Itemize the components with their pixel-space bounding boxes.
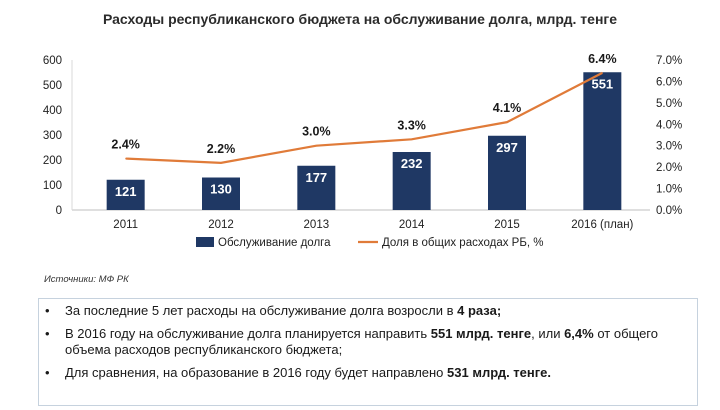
legend-label-share: Доля в общих расходах РБ, % <box>382 237 544 249</box>
summary-text: В 2016 году на обслуживание долга планир… <box>65 326 687 358</box>
line-value-label: 3.3% <box>397 118 426 132</box>
emphasis-text: 551 млрд. тенге <box>431 326 531 341</box>
y-right-tick-label: 4.0% <box>656 119 682 131</box>
emphasis-text: 531 млрд. тенге. <box>447 365 551 380</box>
summary-box: • За последние 5 лет расходы на обслужива… <box>38 298 698 406</box>
line-point <box>602 72 603 73</box>
summary-bullet-item: • Для сравнения, на образование в 2016 го… <box>45 365 687 381</box>
line-point <box>507 122 508 123</box>
y-left-tick-label: 100 <box>43 180 62 192</box>
bar-value-label: 551 <box>591 76 613 91</box>
y-left-tick-label: 600 <box>43 55 62 67</box>
y-right-tick-label: 2.0% <box>656 162 682 174</box>
bar <box>583 72 621 210</box>
bar-value-label: 130 <box>210 182 232 197</box>
bar-value-label: 232 <box>401 156 423 171</box>
summary-text: За последние 5 лет расходы на обслуживан… <box>65 303 687 319</box>
emphasis-text: 4 раза; <box>457 303 501 318</box>
summary-text: Для сравнения, на образование в 2016 год… <box>65 365 687 381</box>
emphasis-text: 6,4% <box>564 326 594 341</box>
x-tick-label: 2014 <box>399 219 425 231</box>
y-left-tick-label: 0 <box>56 205 62 217</box>
y-left-tick-label: 500 <box>43 80 62 92</box>
y-right-tick-label: 7.0% <box>656 55 682 67</box>
plain-text: Для сравнения, на образование в 2016 год… <box>65 365 447 380</box>
summary-bullet-item: • В 2016 году на обслуживание долга плани… <box>45 326 687 358</box>
line-point <box>411 139 412 140</box>
x-tick-label: 2015 <box>494 219 520 231</box>
line-value-label: 2.4% <box>111 138 140 152</box>
bar-value-label: 121 <box>115 184 137 199</box>
x-tick-label: 2012 <box>208 219 234 231</box>
line-series-share <box>126 73 603 163</box>
plain-text: В 2016 году на обслуживание долга планир… <box>65 326 431 341</box>
line-value-label: 6.4% <box>588 52 617 66</box>
y-right-tick-label: 5.0% <box>656 98 682 110</box>
line-point <box>316 145 317 146</box>
summary-bullet-item: • За последние 5 лет расходы на обслужива… <box>45 303 687 319</box>
bullet-marker: • <box>45 365 65 381</box>
bar-value-label: 297 <box>496 140 518 155</box>
bullet-marker: • <box>45 303 65 319</box>
x-tick-label: 2011 <box>113 219 138 231</box>
line-point <box>125 158 126 159</box>
combo-chart: 0 100 200 300 400 500 600 0.0% 1.0% 2.0% 3.0% 4.0% 5… <box>0 0 720 270</box>
x-tick-label: 2016 (план) <box>571 219 633 231</box>
line-point <box>221 162 222 163</box>
line-value-label: 3.0% <box>302 125 331 139</box>
line-value-label: 2.2% <box>207 142 236 156</box>
plain-text: За последние 5 лет расходы на обслуживан… <box>65 303 457 318</box>
y-left-tick-label: 200 <box>43 155 62 167</box>
y-right-tick-label: 6.0% <box>656 76 682 88</box>
line-value-label: 4.1% <box>493 101 522 115</box>
source-note: Источники: МФ РК <box>44 274 129 285</box>
y-right-tick-label: 0.0% <box>656 205 682 217</box>
x-tick-label: 2013 <box>304 219 330 231</box>
y-left-tick-label: 400 <box>43 105 62 117</box>
plain-text: , или <box>531 326 564 341</box>
legend-swatch-debt-service <box>196 237 214 247</box>
y-left-tick-label: 300 <box>43 130 62 142</box>
y-right-tick-label: 1.0% <box>656 184 682 196</box>
legend-label-debt-service: Обслуживание долга <box>218 237 331 249</box>
bar-value-label: 177 <box>305 170 327 185</box>
bullet-marker: • <box>45 326 65 358</box>
y-right-tick-label: 3.0% <box>656 141 682 153</box>
